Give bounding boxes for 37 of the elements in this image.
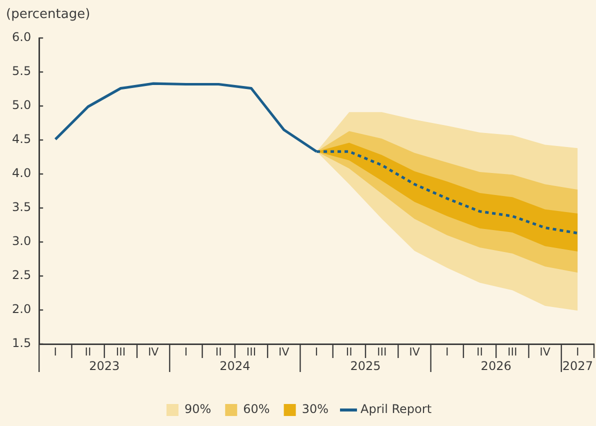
y-tick-label: 4.0 xyxy=(12,166,32,180)
x-tick-label: IV xyxy=(409,345,420,358)
x-tick-label: I xyxy=(445,345,449,358)
y-tick-label: 2.0 xyxy=(12,302,32,316)
x-tick-label: III xyxy=(376,345,387,358)
y-tick-label: 3.0 xyxy=(12,234,32,248)
text: 2027 xyxy=(562,359,593,374)
y-axis-title: (percentage) xyxy=(6,6,90,22)
y-tick-label: 3.5 xyxy=(12,200,32,214)
x-tick-label: IV xyxy=(278,345,290,358)
x-tick-label: II xyxy=(84,345,92,358)
y-tick-label: 6.0 xyxy=(12,30,32,44)
x-tick-label: I xyxy=(576,345,580,358)
x-tick-label: IV xyxy=(148,345,160,358)
x-tick-label: II xyxy=(346,345,352,358)
x-tick-label: III xyxy=(508,345,518,358)
x-tick-label: II xyxy=(215,345,222,358)
x-tick-label: II xyxy=(476,345,484,358)
text: 2025 xyxy=(350,359,381,374)
x-tick-label: I xyxy=(314,345,318,358)
legend-label: April Report xyxy=(360,402,432,416)
legend-label: 90% xyxy=(184,402,212,416)
x-tick-label: I xyxy=(184,345,188,358)
y-tick-label: 5.5 xyxy=(12,64,32,78)
x-tick-label: III xyxy=(116,345,126,358)
y-tick-label: 1.5 xyxy=(12,336,32,350)
text: 2023 xyxy=(89,359,120,374)
text: 2026 xyxy=(480,359,512,374)
y-tick-label: 5.0 xyxy=(12,98,32,112)
x-tick-label: I xyxy=(54,345,58,358)
text: 2024 xyxy=(220,359,250,374)
y-tick-label: 2.5 xyxy=(12,268,32,282)
x-tick-label: III xyxy=(246,345,256,358)
legend-label: 30% xyxy=(302,402,328,416)
x-tick-label: IV xyxy=(540,345,551,358)
y-tick-label: 4.5 xyxy=(12,132,32,146)
legend-label: 60% xyxy=(243,402,270,416)
